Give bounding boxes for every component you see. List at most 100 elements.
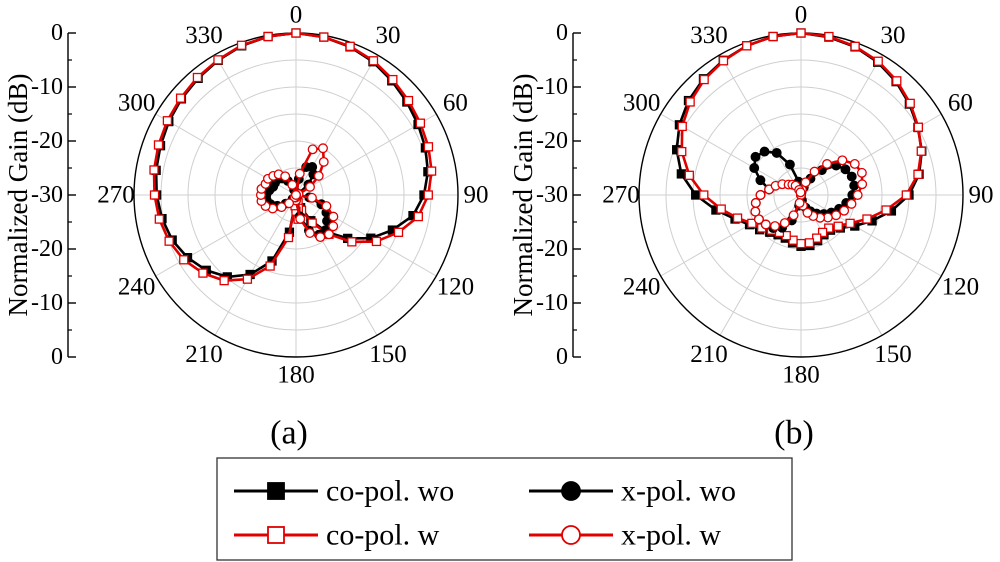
data-point xyxy=(295,213,306,224)
data-point xyxy=(759,146,770,157)
data-point xyxy=(732,213,743,223)
legend-entry: x-pol. wo xyxy=(529,475,736,508)
data-point xyxy=(213,55,223,65)
angle-label: 180 xyxy=(782,362,820,389)
radial-tick-label: 0 xyxy=(556,344,568,370)
angle-label: 210 xyxy=(185,341,223,368)
data-point xyxy=(676,169,686,179)
data-point xyxy=(796,238,806,249)
legend-label: x-pol. w xyxy=(621,519,721,552)
angle-label: 30 xyxy=(376,22,401,49)
data-point xyxy=(294,168,305,179)
data-point xyxy=(913,169,923,180)
angle-label: 330 xyxy=(185,22,223,49)
data-point xyxy=(691,190,701,200)
data-point xyxy=(749,163,760,173)
data-point xyxy=(718,56,729,66)
data-point xyxy=(802,207,813,218)
radial-tick-label: -20 xyxy=(31,236,63,262)
data-point xyxy=(684,170,694,180)
data-point xyxy=(779,218,790,229)
legend-label: co-pol. wo xyxy=(326,475,454,508)
data-point xyxy=(154,214,164,224)
data-point xyxy=(179,255,189,265)
data-point xyxy=(368,56,379,66)
data-point xyxy=(846,198,857,209)
data-point xyxy=(265,261,275,271)
radial-tick-label: 0 xyxy=(51,20,63,46)
angle-label: 150 xyxy=(874,341,912,368)
data-point xyxy=(304,228,315,239)
data-point xyxy=(283,232,294,243)
angle-label: 270 xyxy=(602,182,640,209)
radial-tick-label: -20 xyxy=(31,128,63,154)
data-point xyxy=(677,121,687,132)
data-point xyxy=(824,31,834,42)
data-point xyxy=(219,275,229,286)
legend: co-pol. wo x-pol. wo co-pol. w x-pol. w xyxy=(216,457,793,561)
data-point xyxy=(873,56,883,66)
grid-spoke xyxy=(660,194,802,277)
data-point xyxy=(771,147,782,158)
data-point xyxy=(742,41,752,51)
data-point xyxy=(822,159,832,169)
panel-label: (a) xyxy=(270,415,308,452)
angle-label: 210 xyxy=(690,341,728,368)
data-point xyxy=(831,210,842,221)
series-x-pol-w xyxy=(750,155,868,231)
data-point xyxy=(699,190,709,200)
data-point xyxy=(901,190,911,200)
data-point xyxy=(423,190,433,200)
data-point xyxy=(795,187,806,198)
data-point xyxy=(307,144,318,155)
data-point xyxy=(750,198,761,208)
data-point xyxy=(913,122,924,132)
data-point xyxy=(747,218,757,229)
data-point xyxy=(804,238,815,248)
data-point xyxy=(699,74,709,85)
data-point xyxy=(426,166,437,176)
legend-entry: x-pol. w xyxy=(529,519,721,552)
angle-label: 240 xyxy=(118,274,156,301)
legend-label: co-pol. w xyxy=(326,519,440,552)
data-point xyxy=(833,221,843,231)
data-point xyxy=(328,221,339,232)
data-point xyxy=(236,40,247,50)
grid-spoke xyxy=(214,194,297,336)
data-point xyxy=(812,233,822,243)
data-point xyxy=(750,151,761,162)
data-point xyxy=(849,158,860,169)
grid-spoke xyxy=(800,194,942,277)
data-point xyxy=(840,164,851,175)
data-point xyxy=(784,159,795,170)
data-point xyxy=(287,179,298,190)
grid-spoke xyxy=(295,54,378,196)
data-point xyxy=(881,205,891,215)
data-point xyxy=(916,146,926,156)
data-point xyxy=(318,156,329,167)
data-point xyxy=(796,28,806,38)
data-point xyxy=(291,28,301,38)
legend-box xyxy=(216,457,793,561)
radial-tick-label: -10 xyxy=(536,290,568,316)
data-point xyxy=(768,31,778,42)
radial-tick-label: -10 xyxy=(31,74,63,100)
legend-label: x-pol. wo xyxy=(621,475,736,508)
data-point xyxy=(677,146,687,157)
data-point xyxy=(423,142,434,152)
data-point xyxy=(794,198,805,208)
data-point xyxy=(347,237,357,247)
polar-panel-a: 0 30 60 90 120 150 180 210 240 270 300 330 0 -10 -20 -3… xyxy=(3,2,489,452)
angle-label: 300 xyxy=(118,90,156,117)
angle-label: 270 xyxy=(97,182,135,209)
angle-label: 0 xyxy=(795,2,808,29)
data-point xyxy=(800,177,811,188)
angle-label: 90 xyxy=(464,182,489,209)
angle-label: 180 xyxy=(277,362,315,389)
data-point xyxy=(149,165,159,175)
legend-entry: co-pol. w xyxy=(234,519,440,552)
angle-label: 240 xyxy=(623,274,661,301)
legend-marker xyxy=(561,481,581,501)
polar-panel-b: 0 30 60 90 120 150 180 210 240 270 300 330 0 -10 -20 -3… xyxy=(508,2,994,452)
